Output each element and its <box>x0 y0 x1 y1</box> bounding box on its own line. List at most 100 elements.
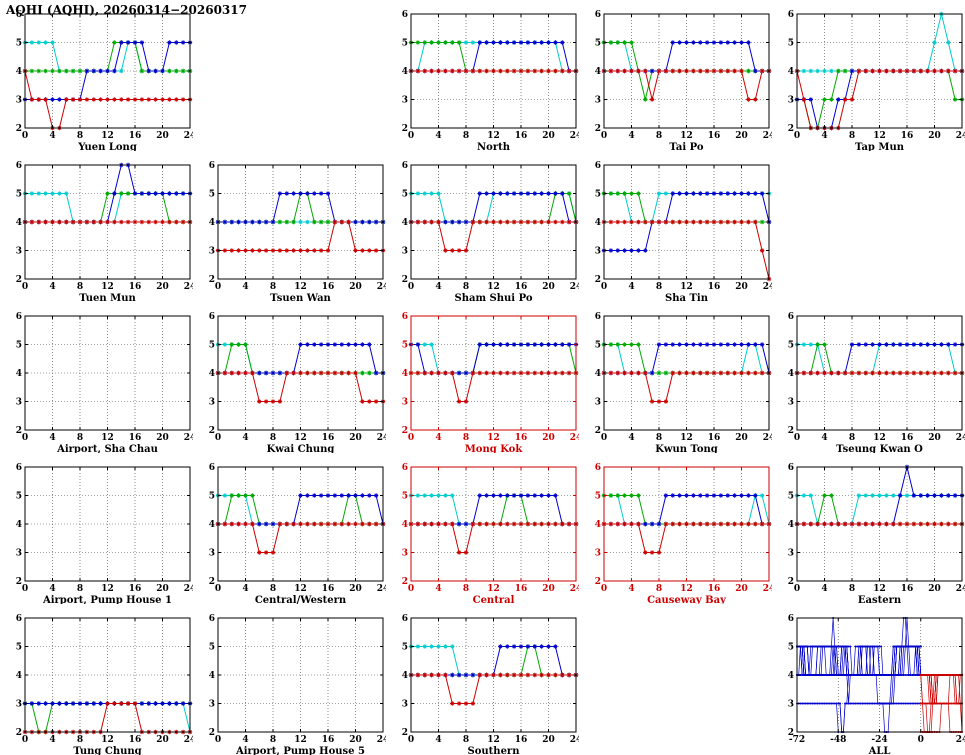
svg-text:16: 16 <box>129 433 142 443</box>
chart-airport-sha-chau: 2 3 4 5 6 0 4 8 12 16 20 24 Airport, Sha Chau <box>0 302 197 455</box>
svg-text:20: 20 <box>928 131 941 141</box>
svg-text:5: 5 <box>209 492 215 502</box>
tick-labels-tai-po: 2 3 4 5 6 0 4 8 12 16 20 24 <box>595 10 776 141</box>
svg-text:16: 16 <box>129 735 142 745</box>
svg-text:2: 2 <box>402 577 408 587</box>
tick-labels-sha-tin: 2 3 4 5 6 0 4 8 12 16 20 24 <box>595 161 776 292</box>
svg-text:4: 4 <box>821 433 827 443</box>
svg-text:4: 4 <box>16 218 22 228</box>
svg-text:4: 4 <box>16 369 22 379</box>
tick-labels-tap-mun: 2 3 4 5 6 0 4 8 12 16 20 24 <box>788 10 965 141</box>
svg-text:24: 24 <box>184 131 193 141</box>
svg-text:6: 6 <box>16 161 22 171</box>
svg-text:5: 5 <box>402 39 408 49</box>
svg-text:3: 3 <box>209 247 215 257</box>
chart-canvas-tap-mun: 2 3 4 5 6 0 4 8 12 16 20 24 Tap Mun <box>788 10 965 153</box>
chart-north: 2 3 4 5 6 0 4 8 12 16 20 24 North <box>386 0 583 153</box>
svg-text:20: 20 <box>928 584 941 594</box>
svg-text:24: 24 <box>570 131 579 141</box>
svg-text:5: 5 <box>788 643 794 653</box>
svg-text:24: 24 <box>763 131 772 141</box>
svg-text:24: 24 <box>763 282 772 292</box>
svg-text:8: 8 <box>849 131 855 141</box>
svg-text:3: 3 <box>788 398 794 408</box>
svg-text:2: 2 <box>595 426 601 436</box>
station-label-yuen-long: Yuen Long <box>77 142 137 151</box>
svg-text:16: 16 <box>322 584 335 594</box>
svg-text:3: 3 <box>16 96 22 106</box>
svg-text:24: 24 <box>377 584 386 594</box>
svg-text:12: 12 <box>680 131 693 141</box>
svg-text:0: 0 <box>794 584 800 594</box>
chart-canvas-airport-pump-house-1: 2 3 4 5 6 0 4 8 12 16 20 24 Airport, Pump House 1 <box>16 463 197 606</box>
station-label-tsuen-wan: Tsuen Wan <box>270 293 331 302</box>
svg-text:6: 6 <box>402 312 408 322</box>
svg-text:20: 20 <box>542 282 555 292</box>
svg-text:3: 3 <box>595 247 601 257</box>
chart-sham-shui-po: 2 3 4 5 6 0 4 8 12 16 20 24 Sham Shui Po <box>386 151 583 304</box>
svg-text:4: 4 <box>435 735 441 745</box>
svg-text:5: 5 <box>16 643 22 653</box>
svg-text:0: 0 <box>918 735 924 745</box>
svg-text:12: 12 <box>873 584 886 594</box>
chart-canvas-yuen-long: 2 3 4 5 6 0 4 8 12 16 20 24 Yuen Long <box>16 10 197 153</box>
svg-text:0: 0 <box>408 735 414 745</box>
svg-text:4: 4 <box>242 735 248 745</box>
chart-tseung-kwan-o: 2 3 4 5 6 0 4 8 12 16 20 24 Tseung Kwan O <box>772 302 965 455</box>
svg-text:3: 3 <box>595 398 601 408</box>
tick-labels-mong-kok: 2 3 4 5 6 0 4 8 12 16 20 24 <box>402 312 583 443</box>
svg-text:4: 4 <box>49 433 55 443</box>
svg-text:24: 24 <box>763 433 772 443</box>
chart-canvas-kwun-tong: 2 3 4 5 6 0 4 8 12 16 20 24 Kwun Tong <box>595 312 776 455</box>
chart-canvas-sham-shui-po: 2 3 4 5 6 0 4 8 12 16 20 24 Sham Shui Po <box>402 161 583 304</box>
tick-labels-central: 2 3 4 5 6 0 4 8 12 16 20 24 <box>402 463 583 594</box>
svg-text:20: 20 <box>735 282 748 292</box>
svg-text:0: 0 <box>794 433 800 443</box>
svg-text:4: 4 <box>209 369 215 379</box>
chart-all: 2 3 4 5 6 -72 -48 -24 0 24 ALL <box>772 604 965 755</box>
svg-text:2: 2 <box>16 124 22 134</box>
station-label-mong-kok: Mong Kok <box>465 444 524 453</box>
svg-text:4: 4 <box>209 520 215 530</box>
svg-text:12: 12 <box>487 584 500 594</box>
svg-text:4: 4 <box>628 282 634 292</box>
svg-text:24: 24 <box>570 282 579 292</box>
svg-text:2: 2 <box>209 275 215 285</box>
svg-text:3: 3 <box>16 247 22 257</box>
tick-labels-eastern: 2 3 4 5 6 0 4 8 12 16 20 24 <box>788 463 965 594</box>
svg-text:3: 3 <box>402 549 408 559</box>
svg-text:0: 0 <box>408 131 414 141</box>
tick-labels-sham-shui-po: 2 3 4 5 6 0 4 8 12 16 20 24 <box>402 161 583 292</box>
station-label-kwai-chung: Kwai Chung <box>267 444 335 453</box>
svg-text:0: 0 <box>601 584 607 594</box>
svg-text:24: 24 <box>763 584 772 594</box>
svg-text:3: 3 <box>402 700 408 710</box>
station-label-all: ALL <box>868 746 891 755</box>
station-label-airport-pump-house-1: Airport, Pump House 1 <box>42 595 172 604</box>
svg-text:4: 4 <box>16 520 22 530</box>
chart-canvas-tseung-kwan-o: 2 3 4 5 6 0 4 8 12 16 20 24 Tseung Kwan O <box>788 312 965 455</box>
station-label-eastern: Eastern <box>858 595 902 604</box>
svg-text:24: 24 <box>184 735 193 745</box>
chart-canvas-central-western: 2 3 4 5 6 0 4 8 12 16 20 24 Central/Western <box>209 463 390 606</box>
svg-text:20: 20 <box>156 131 169 141</box>
chart-tai-po: 2 3 4 5 6 0 4 8 12 16 20 24 Tai Po <box>579 0 776 153</box>
svg-text:4: 4 <box>628 433 634 443</box>
tick-labels-airport-pump-house-1: 2 3 4 5 6 0 4 8 12 16 20 24 <box>16 463 197 594</box>
chart-central: 2 3 4 5 6 0 4 8 12 16 20 24 Central <box>386 453 583 606</box>
svg-text:12: 12 <box>101 584 114 594</box>
svg-text:12: 12 <box>873 131 886 141</box>
svg-text:8: 8 <box>656 433 662 443</box>
svg-text:12: 12 <box>101 735 114 745</box>
chart-canvas-airport-sha-chau: 2 3 4 5 6 0 4 8 12 16 20 24 Airport, Sha Chau <box>16 312 197 455</box>
station-label-north: North <box>477 142 511 151</box>
svg-text:3: 3 <box>788 549 794 559</box>
svg-text:3: 3 <box>16 549 22 559</box>
chart-airport-pump-house-5: 2 3 4 5 6 0 4 8 12 16 20 24 Airport, Pump House 5 <box>193 604 390 755</box>
tick-labels-tung-chung: 2 3 4 5 6 0 4 8 12 16 20 24 <box>16 614 197 745</box>
station-label-airport-sha-chau: Airport, Sha Chau <box>56 444 158 453</box>
svg-text:20: 20 <box>542 131 555 141</box>
svg-text:16: 16 <box>708 584 721 594</box>
svg-text:2: 2 <box>16 275 22 285</box>
tick-labels-central-western: 2 3 4 5 6 0 4 8 12 16 20 24 <box>209 463 390 594</box>
